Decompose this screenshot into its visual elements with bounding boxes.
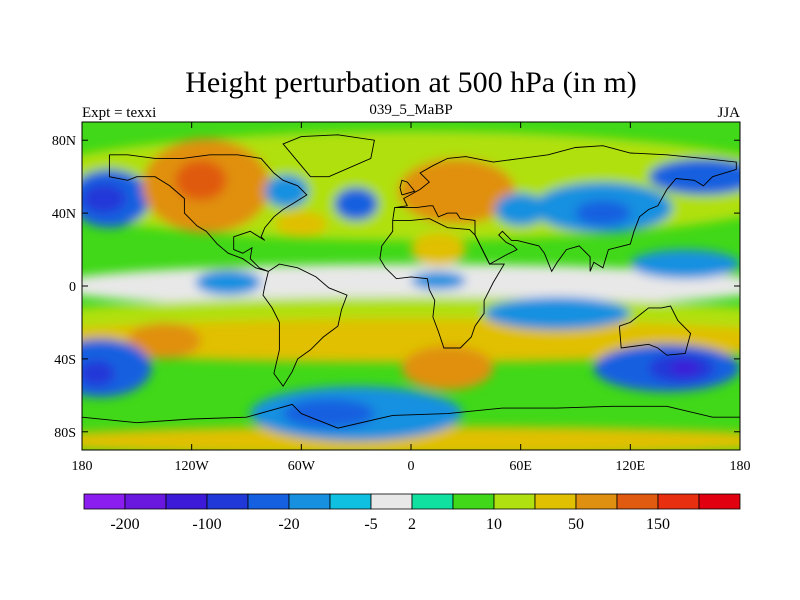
colorbar-swatch xyxy=(83,493,126,510)
colorbar-swatch xyxy=(657,493,700,510)
colorbar-swatch xyxy=(493,493,536,510)
x-axis: 180 120W 60W 0 60E 120E 180 xyxy=(72,122,751,474)
colorbar-swatch xyxy=(452,493,495,510)
chart-title: Height perturbation at 500 hPa (in m) xyxy=(185,66,637,99)
coastlines xyxy=(82,134,740,429)
coastline-3 xyxy=(392,145,737,273)
season-label: JJA xyxy=(717,105,740,121)
x-tick-label: 120W xyxy=(175,459,210,474)
x-tick-label: 60E xyxy=(509,459,532,474)
colorbar-swatch xyxy=(698,493,741,510)
coastline-2 xyxy=(379,218,505,349)
field-region-s-pacific-trough-core xyxy=(82,360,115,387)
coastline-7 xyxy=(82,403,740,429)
field-region-europe-ridge xyxy=(398,158,516,225)
colorbar-label: 150 xyxy=(646,516,670,533)
field-region-sahara-ridge xyxy=(411,233,466,266)
colorbar-swatch xyxy=(534,493,577,510)
coastline-5 xyxy=(282,134,375,178)
y-tick-label: 0 xyxy=(69,280,76,295)
colorbar-swatch xyxy=(329,493,372,510)
colorbar-swatch xyxy=(124,493,167,510)
x-tick-label: 0 xyxy=(408,459,415,474)
colorbar-swatch xyxy=(575,493,618,510)
field-region-central-asia-trough xyxy=(495,193,547,226)
colorbar-label: 50 xyxy=(568,516,584,533)
y-tick-label: 40S xyxy=(54,353,76,368)
colorbar-label: -5 xyxy=(364,516,377,533)
colorbar-swatch xyxy=(288,493,331,510)
height-field xyxy=(82,122,740,450)
colorbar-swatch xyxy=(370,493,413,510)
colorbar-swatch xyxy=(165,493,208,510)
field-region-e-pacific-trough xyxy=(195,269,262,296)
field-region-sh-mid-yellow xyxy=(82,318,740,363)
y-tick-label: 80N xyxy=(52,134,76,149)
field-region-e-atlantic-trough xyxy=(411,271,466,290)
coastline-4 xyxy=(618,305,692,356)
x-tick-label: 180 xyxy=(72,459,93,474)
field-region-siberia-trough-core xyxy=(575,200,631,226)
field-region-atlantic-yellow xyxy=(275,211,327,237)
field-region-australia-trough-deep xyxy=(670,360,700,376)
colorbar-swatch xyxy=(206,493,249,510)
field-region-arctic-trough xyxy=(648,158,740,195)
field-region-indian-ocean-trough xyxy=(484,296,631,330)
field-region-sh-ridge-africa xyxy=(401,346,494,390)
coastline-0 xyxy=(108,154,308,272)
colorbar-label: -200 xyxy=(110,516,139,533)
colorbar-label: -20 xyxy=(278,516,299,533)
colorbar-swatch xyxy=(411,493,454,510)
y-tick-label: 40N xyxy=(52,207,76,222)
colorbar-swatch xyxy=(247,493,290,510)
experiment-label: Expt = texxi xyxy=(82,105,156,121)
colorbar-label: -100 xyxy=(192,516,221,533)
run-label: 039_5_MaBP xyxy=(369,102,452,118)
field-region-s-atlantic-trough-core xyxy=(283,398,375,429)
x-tick-label: 120E xyxy=(616,459,646,474)
field-region-w-pacific-trough xyxy=(630,249,740,279)
colorbar: -200 -100 -20 -5 2 10 50 150 xyxy=(83,493,741,533)
field-region-n-pacific-trough-core xyxy=(82,183,126,214)
field-region-sh-ridge-pacific xyxy=(127,322,201,359)
map-area xyxy=(82,122,740,450)
coastline-1 xyxy=(262,263,348,388)
field-region-sh-polar-yellow xyxy=(82,426,740,450)
x-tick-label: 180 xyxy=(730,459,751,474)
field-region-n-america-ridge-core xyxy=(175,160,227,201)
colorbar-swatch xyxy=(616,493,659,510)
colorbar-label: 10 xyxy=(486,516,502,533)
y-tick-label: 80S xyxy=(54,426,76,441)
x-tick-label: 60W xyxy=(288,459,316,474)
coastline-6 xyxy=(399,179,416,196)
y-axis: 80N 40N 0 40S 80S xyxy=(52,134,740,441)
colorbar-label: 2 xyxy=(408,516,416,533)
field-region-n-atlantic-trough-b xyxy=(334,187,379,221)
field-region-n-atlantic-trough xyxy=(264,174,309,208)
